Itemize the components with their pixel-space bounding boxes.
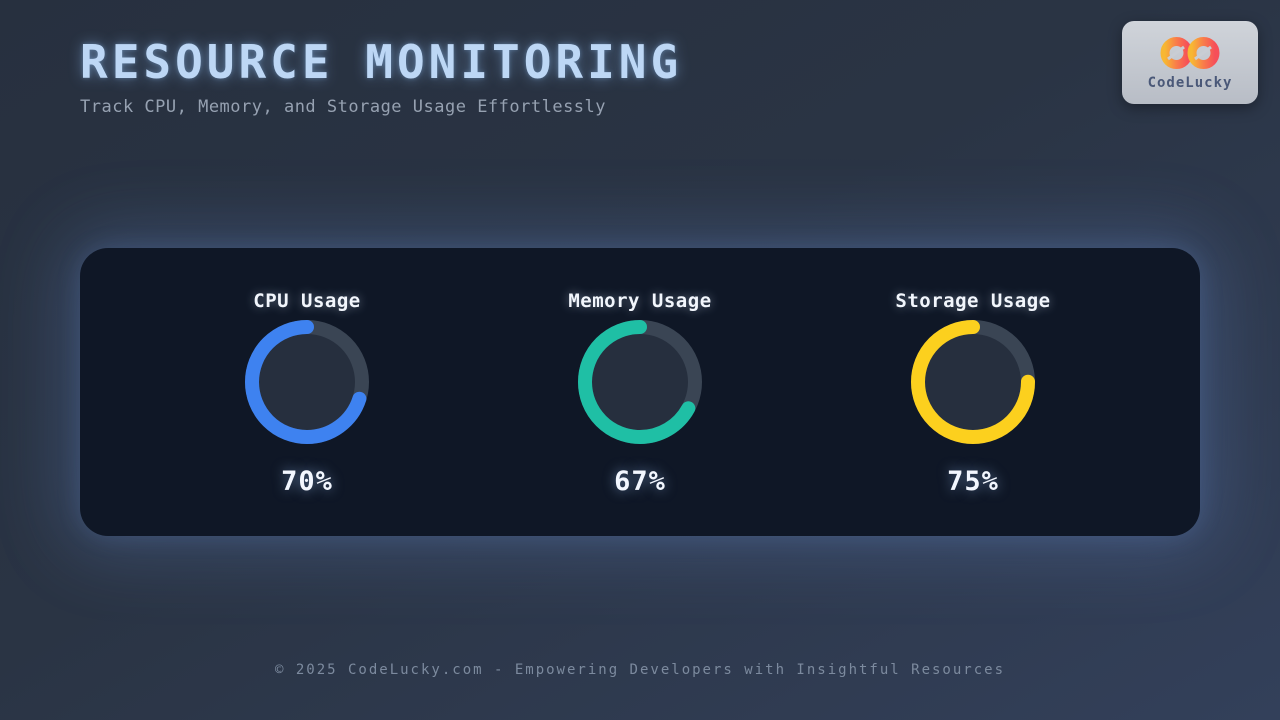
gauge-memory-label: Memory Usage	[568, 290, 712, 312]
gauge-memory-value: 67%	[614, 466, 666, 497]
gauge-cpu-label: CPU Usage	[253, 290, 361, 312]
codelucky-logo-badge: CodeLucky	[1122, 21, 1258, 104]
gauge-storage-donut	[911, 320, 1035, 444]
gauge-cpu-donut	[245, 320, 369, 444]
gauges-row: CPU Usage 70% Memory Usage 67% Storage U…	[217, 290, 1063, 498]
gauge-cpu: CPU Usage 70%	[217, 290, 397, 498]
gauge-storage-label: Storage Usage	[895, 290, 1051, 312]
infinity-icon	[1160, 37, 1220, 69]
gauge-memory-donut	[578, 320, 702, 444]
gauge-cpu-value: 70%	[281, 466, 333, 497]
page-subtitle: Track CPU, Memory, and Storage Usage Eff…	[80, 96, 607, 117]
page-title: RESOURCE MONITORING	[80, 35, 683, 89]
gauge-storage-value: 75%	[947, 466, 999, 497]
page-header: RESOURCE MONITORING Track CPU, Memory, a…	[80, 36, 682, 117]
gauge-memory: Memory Usage 67%	[550, 290, 730, 498]
gauges-card: CPU Usage 70% Memory Usage 67% Storage U…	[80, 248, 1200, 536]
gauge-storage: Storage Usage 75%	[883, 290, 1063, 498]
footer-text: © 2025 CodeLucky.com - Empowering Develo…	[274, 662, 1005, 678]
logo-wordmark: CodeLucky	[1147, 75, 1233, 91]
